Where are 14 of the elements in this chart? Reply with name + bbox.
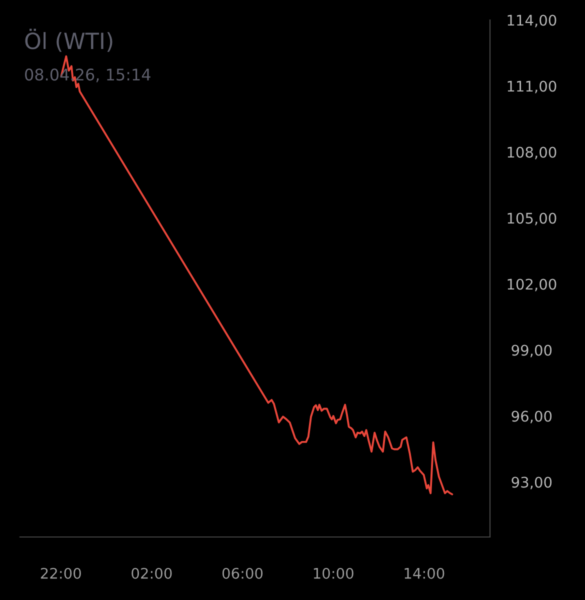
y-tick-label: 105,00 [508, 212, 556, 226]
y-tick-label: 96,00 [512, 410, 552, 424]
y-tick-label: 99,00 [512, 344, 552, 358]
y-tick-label: 108,00 [508, 146, 556, 160]
y-tick-label: 111,00 [508, 80, 556, 94]
chart-title: Öl (WTI) [25, 28, 112, 52]
x-tick-label: 10:00 [314, 568, 354, 579]
x-tick-label: 02:00 [132, 568, 172, 579]
y-tick-label: 114,00 [508, 14, 556, 28]
x-tick-label: 06:00 [222, 568, 263, 579]
x-tick-label: 22:00 [40, 568, 81, 579]
y-tick-label: 102,00 [508, 278, 556, 292]
x-tick-label: 14:00 [404, 568, 444, 579]
y-tick-label: 93,00 [512, 476, 552, 490]
